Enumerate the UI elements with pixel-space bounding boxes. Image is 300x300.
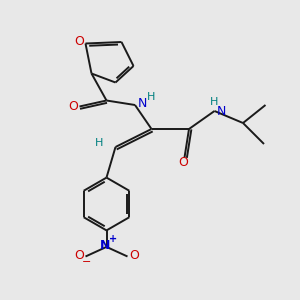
Text: O: O	[74, 249, 84, 262]
Text: H: H	[94, 138, 103, 148]
Text: O: O	[68, 100, 78, 113]
Text: −: −	[82, 257, 92, 268]
Text: N: N	[217, 105, 226, 118]
Text: +: +	[109, 234, 117, 244]
Text: H: H	[146, 92, 155, 103]
Text: O: O	[74, 35, 84, 49]
Text: N: N	[100, 239, 110, 252]
Text: H: H	[210, 97, 219, 107]
Text: O: O	[178, 156, 188, 170]
Text: O: O	[129, 249, 139, 262]
Text: N: N	[137, 97, 147, 110]
